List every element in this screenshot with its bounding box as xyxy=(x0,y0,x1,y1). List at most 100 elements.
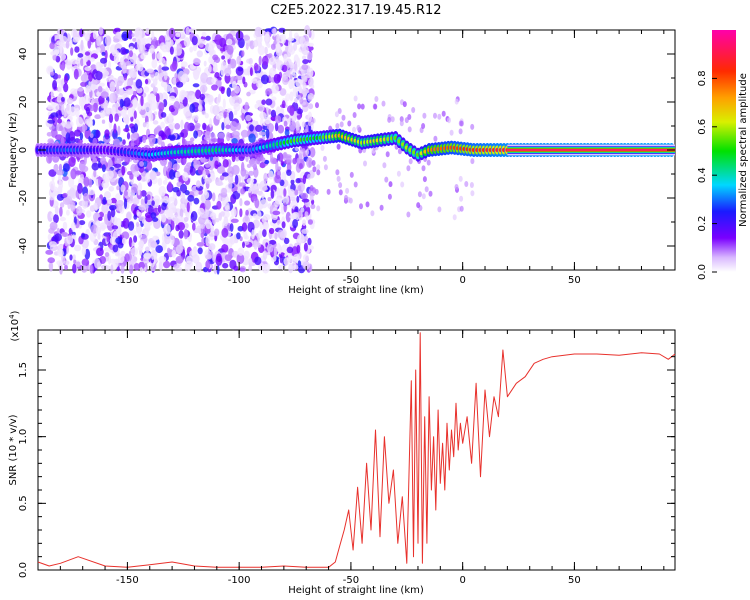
spectrogram-noise-cell xyxy=(273,73,281,84)
spectrogram-noise-cell xyxy=(365,201,370,208)
snr-frame xyxy=(37,329,676,571)
spectrogram-noise-cell xyxy=(48,227,55,234)
spectrogram-noise-cell xyxy=(374,96,379,102)
spectrogram-noise-cell xyxy=(113,163,122,168)
spectrogram-noise-cell xyxy=(470,158,475,165)
spectrogram-noise-cell xyxy=(257,45,266,56)
spectrogram-noise-cell xyxy=(161,202,167,211)
spectrogram-noise-cell xyxy=(121,112,127,118)
spectrogram-noise-cell xyxy=(98,175,102,187)
spectrogram-noise-cell xyxy=(459,195,464,202)
spectrogram-noise-cell xyxy=(59,35,68,43)
x-tick-label: -50 xyxy=(343,275,359,286)
spectrogram-noise-cell xyxy=(214,34,222,45)
spectrogram-noise-cell xyxy=(196,225,201,234)
spectrogram-noise-cell xyxy=(240,188,245,195)
spectrogram-noise-cell xyxy=(275,161,279,172)
spectrogram-noise-cell xyxy=(70,168,77,180)
spectrogram-noise-cell xyxy=(54,205,59,215)
spectrogram-noise-cell xyxy=(407,126,412,133)
spectrogram-noise-cell xyxy=(188,28,197,33)
spectrogram-noise-cell xyxy=(276,187,280,197)
spectrogram-noise-cell xyxy=(129,67,138,79)
spectrogram-noise-cell xyxy=(76,261,81,268)
spectrogram-noise-cell xyxy=(143,223,151,228)
spectrogram-noise-cell xyxy=(192,69,201,77)
spectrogram-noise-cell xyxy=(288,189,295,198)
spectrogram-noise-cell xyxy=(91,80,98,85)
spectrogram-noise-cell xyxy=(387,116,392,123)
spectrogram-noise-cell xyxy=(181,94,185,100)
spectrogram-noise-cell xyxy=(239,208,243,218)
spectrogram-noise-cell xyxy=(140,95,144,107)
spectrogram-noise-cell xyxy=(88,72,93,82)
spectrogram-noise-cell xyxy=(121,231,130,240)
colorbar-tick-label: 0.4 xyxy=(697,167,708,183)
spectrogram-noise-cell xyxy=(301,198,310,203)
spectrogram-noise-cell xyxy=(86,210,92,218)
spectrogram-noise-cell xyxy=(70,201,76,212)
spectrogram-noise-cell xyxy=(281,221,286,229)
spectrogram-noise-cell xyxy=(253,183,262,190)
spectrogram-noise-cell xyxy=(104,252,110,257)
spectrogram-noise-cell xyxy=(245,114,252,122)
spectrogram-noise-cell xyxy=(255,124,263,132)
spectrogram-noise-cell xyxy=(298,210,303,217)
spectrogram-noise-cell xyxy=(301,64,309,71)
spectrogram-noise-cell xyxy=(211,84,218,91)
spectrogram-noise-cell xyxy=(59,265,63,275)
spectrogram-noise-cell xyxy=(50,71,55,76)
spectrogram-noise-cell xyxy=(144,78,149,85)
spectrogram-noise-cell xyxy=(80,81,88,87)
spectrogram-noise-cell xyxy=(308,120,312,127)
spectrogram-noise-cell xyxy=(271,28,277,34)
spectrogram-noise-cell xyxy=(205,43,213,52)
spectrogram-noise-cell xyxy=(335,123,340,129)
spectrogram-noise-cell xyxy=(136,87,143,94)
spectrogram-noise-cell xyxy=(336,143,341,150)
spectrogram-noise-cell xyxy=(216,265,220,275)
spectrogram-noise-cell xyxy=(166,29,170,36)
spectrogram-noise-cell xyxy=(54,233,62,242)
spectrogram-noise-cell xyxy=(93,202,98,209)
spectrogram-noise-cell xyxy=(65,40,70,49)
spectrogram-noise-cell xyxy=(248,170,254,176)
spectrogram-noise-cell xyxy=(263,172,268,182)
spectrogram-noise-cell xyxy=(260,199,268,209)
spectrogram-noise-cell xyxy=(274,122,279,132)
spectrogram-noise-cell xyxy=(407,114,412,120)
spectrogram-noise-cell xyxy=(193,159,201,170)
spectrogram-noise-cell xyxy=(334,111,339,118)
spectrogram-noise-cell xyxy=(167,161,173,168)
spectrogram-noise-cell xyxy=(201,31,207,37)
spectrogram-noise-cell xyxy=(200,232,205,239)
spectrogram-noise-cell xyxy=(84,33,90,40)
spectrogram-noise-cell xyxy=(165,224,171,235)
spectrogram-noise-cell xyxy=(108,158,113,168)
spectrogram-noise-cell xyxy=(80,96,86,106)
spectrogram-noise-cell xyxy=(304,25,311,36)
spectrogram-noise-cell xyxy=(308,103,314,110)
spectrogram-noise-cell xyxy=(248,187,252,194)
spectrogram-noise-cell xyxy=(114,258,119,268)
spectrogram-noise-cell xyxy=(152,120,159,125)
spectrogram-noise-cell xyxy=(175,171,181,178)
spectrogram-noise-cell xyxy=(180,119,184,130)
spectrogram-noise-cell xyxy=(214,160,219,169)
spectrogram-noise-cell xyxy=(81,233,85,238)
spectrogram-noise-cell xyxy=(306,71,312,79)
spectrogram-noise-cell xyxy=(248,265,253,271)
spectrogram-noise-cell xyxy=(104,129,110,137)
spectrogram-noise-cell xyxy=(304,235,308,242)
spectrogram-noise-cell xyxy=(139,267,143,273)
spectrogram-noise-cell xyxy=(133,263,141,271)
spectrogram-noise-cell xyxy=(256,80,263,89)
spectrogram-noise-cell xyxy=(89,57,96,62)
spectrogram-noise-cell xyxy=(309,194,314,201)
spectrogram-noise-cell xyxy=(297,185,302,192)
spectrogram-noise-cell xyxy=(184,208,188,217)
spectrogram-noise-cell xyxy=(379,204,384,211)
spectrogram-noise-cell xyxy=(286,246,294,254)
y-tick-label: 20 xyxy=(18,96,29,109)
spectrogram-noise-cell xyxy=(52,79,57,90)
